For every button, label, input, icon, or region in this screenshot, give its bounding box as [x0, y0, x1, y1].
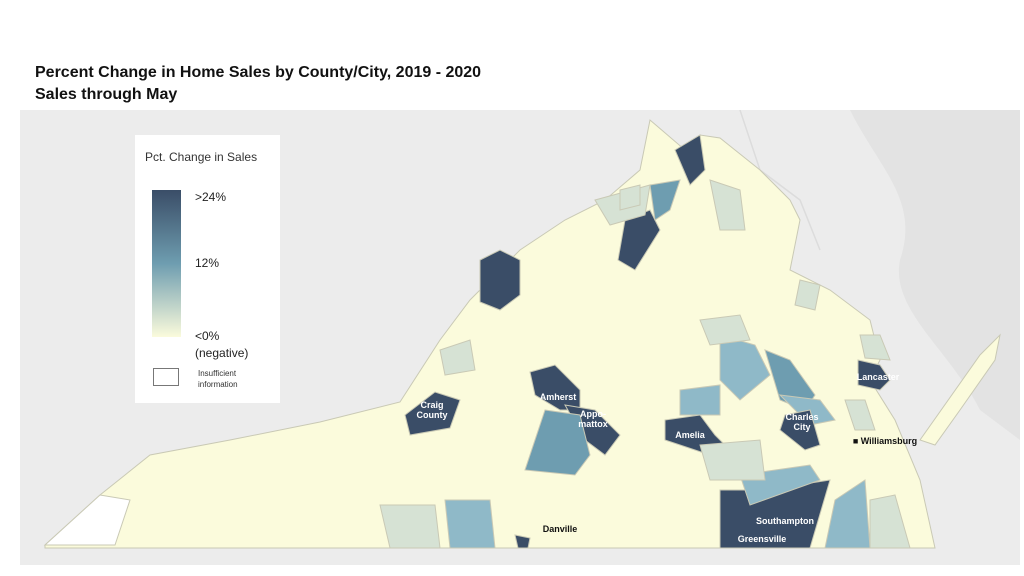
- county-region: [844, 399, 876, 431]
- county-label: Charles City: [785, 412, 818, 432]
- county-region: [699, 439, 766, 481]
- county-region: [514, 534, 531, 549]
- county-region: [479, 249, 521, 311]
- county-region: [709, 179, 746, 231]
- county-region: [699, 314, 751, 346]
- county-region: [679, 384, 721, 416]
- county-region: [444, 499, 496, 549]
- county-label: Craig County: [417, 400, 448, 420]
- county-region: [649, 179, 681, 221]
- county-region: [404, 391, 461, 436]
- county-label: ■ Williamsburg: [853, 436, 917, 446]
- legend-na-swatch: [153, 368, 179, 386]
- county-region: [859, 334, 891, 361]
- county-label: Southampton: [756, 516, 814, 526]
- county-label: Amherst: [540, 392, 577, 402]
- county-region: [674, 134, 706, 186]
- county-label: Danville: [543, 524, 578, 534]
- county-region: [794, 279, 821, 311]
- county-region: [439, 339, 476, 376]
- county-region: [719, 334, 771, 401]
- county-label: Lancaster: [857, 372, 900, 382]
- county-label: Amelia: [675, 430, 706, 440]
- county-label: Appo-mattox: [578, 409, 608, 429]
- county-region: [779, 409, 821, 451]
- legend-title: Pct. Change in Sales: [145, 150, 258, 164]
- county-region: [857, 359, 891, 391]
- county-region: [524, 409, 591, 476]
- chesapeake-bay-region: [850, 110, 1020, 440]
- legend: Pct. Change in Sales >24% 12% <0% (negat…: [135, 135, 280, 403]
- county-region: [869, 494, 911, 549]
- map-title: Percent Change in Home Sales by County/C…: [35, 62, 481, 106]
- county-label: Greensville: [738, 534, 787, 544]
- legend-low-note: (negative): [195, 346, 249, 360]
- subtitle: Sales through May: [35, 86, 178, 103]
- eastern-shore: [919, 333, 1001, 446]
- legend-high-label: >24%: [195, 190, 227, 204]
- legend-na-label: Insufficient information: [198, 369, 238, 389]
- title: Percent Change in Home Sales by County/C…: [35, 64, 482, 81]
- legend-mid-label: 12%: [195, 256, 220, 270]
- legend-low-label: <0%: [195, 329, 220, 343]
- county-region: [379, 504, 441, 549]
- county-region: [43, 494, 131, 546]
- legend-color-scale: [152, 190, 181, 337]
- road: [739, 110, 821, 251]
- county-region: [619, 184, 641, 211]
